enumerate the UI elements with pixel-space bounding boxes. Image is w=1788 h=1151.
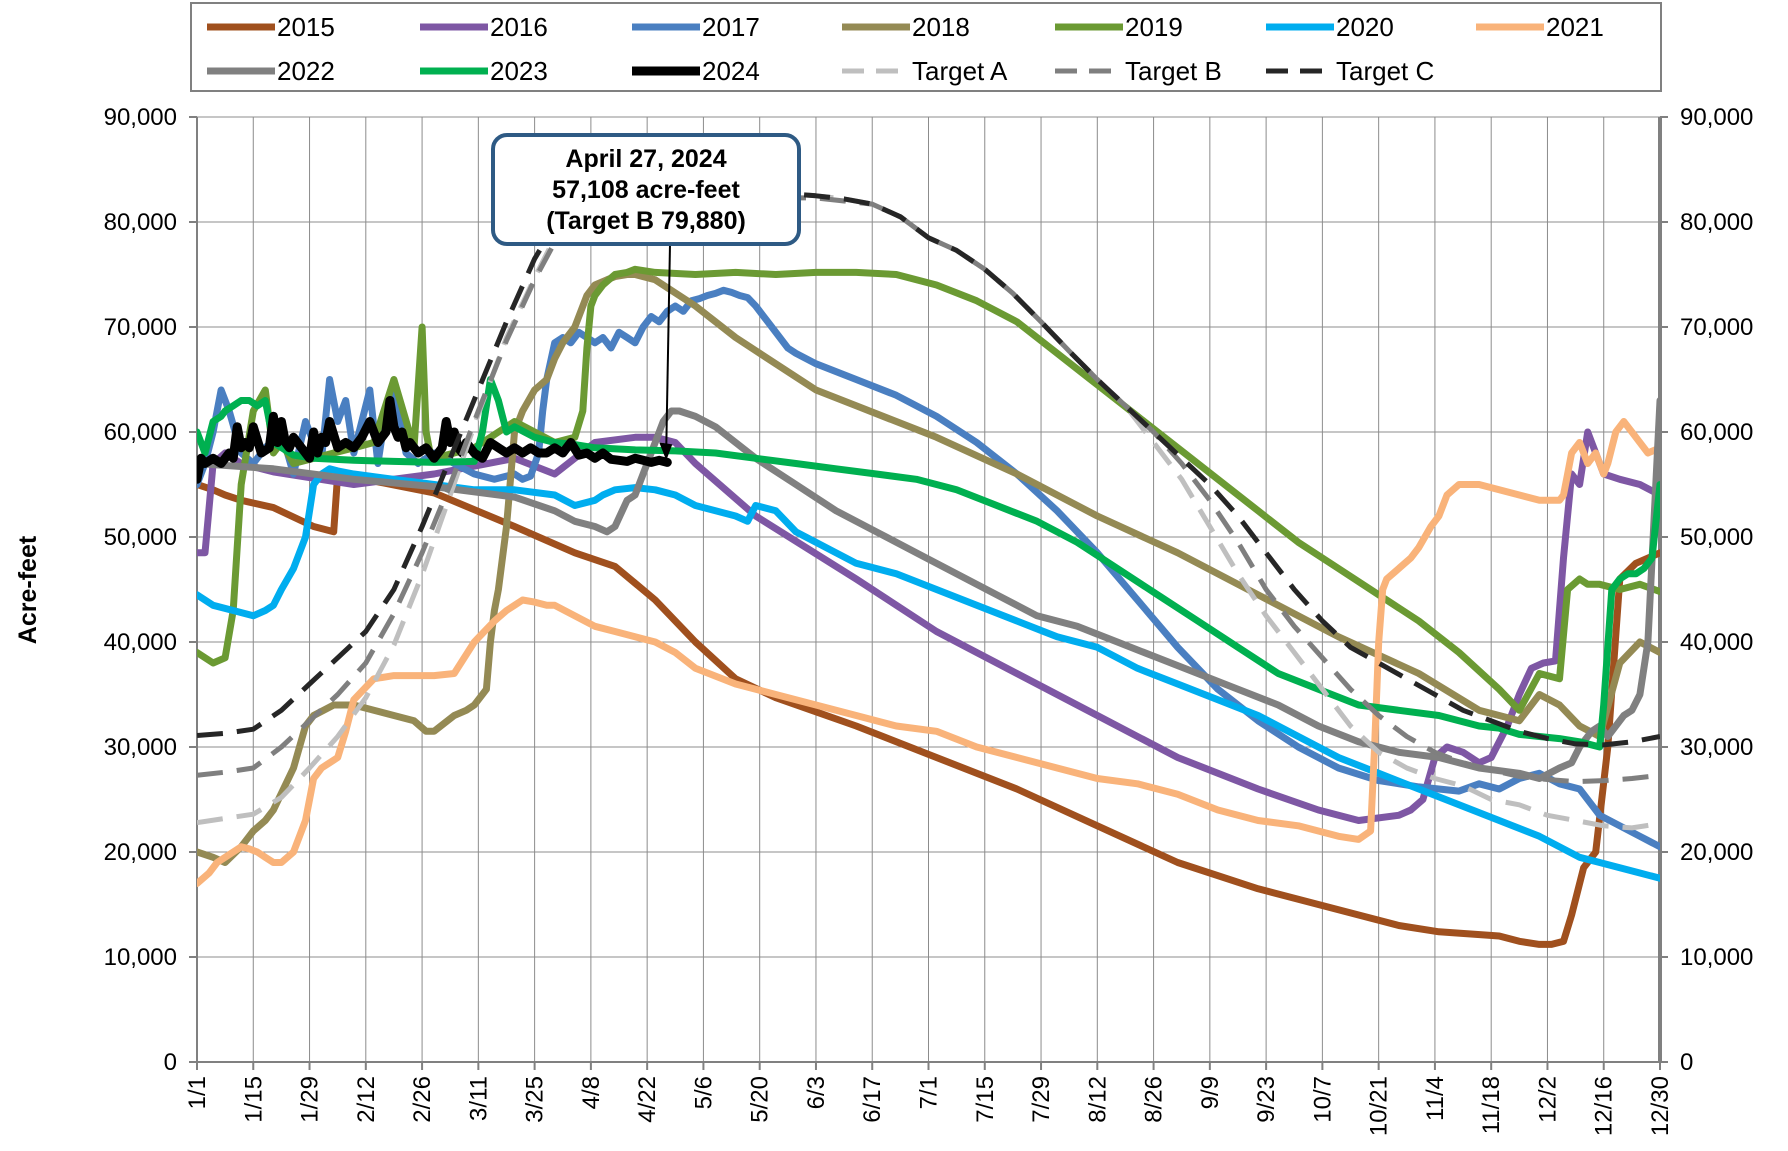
y-tick-label-right: 80,000 — [1680, 209, 1753, 236]
legend-label: Target B — [1125, 56, 1222, 86]
callout-line: (Target B 79,880) — [546, 207, 746, 235]
x-tick-label: 12/16 — [1591, 1076, 1618, 1136]
x-tick-label: 7/15 — [972, 1076, 999, 1123]
y-tick-label-right: 0 — [1680, 1049, 1693, 1076]
y-tick-label-right: 30,000 — [1680, 734, 1753, 761]
series-line-2015 — [197, 470, 1660, 948]
x-tick-label: 8/12 — [1084, 1076, 1111, 1123]
series-line-2020 — [197, 465, 1660, 882]
legend-box — [190, 2, 1662, 92]
x-tick-label: 10/7 — [1309, 1076, 1336, 1123]
legend-label: Target C — [1336, 56, 1434, 86]
y-tick-label-right: 60,000 — [1680, 419, 1753, 446]
legend-label: 2022 — [277, 56, 335, 86]
legend-label: 2019 — [1125, 12, 1183, 42]
x-tick-label: 6/17 — [859, 1076, 886, 1123]
y-tick-label-left: 90,000 — [104, 104, 177, 131]
x-tick-label: 3/11 — [465, 1076, 492, 1121]
x-tick-label: 3/25 — [522, 1076, 549, 1123]
series-line-2021 — [197, 418, 1660, 887]
callout-box — [491, 133, 801, 246]
x-tick-label: 12/30 — [1647, 1076, 1674, 1136]
x-tick-label: 4/22 — [634, 1076, 661, 1123]
series-line-2019 — [197, 265, 1660, 714]
x-tick-label: 9/9 — [1197, 1076, 1224, 1109]
series-line-2018 — [197, 271, 1660, 866]
y-tick-label-left: 60,000 — [104, 419, 177, 446]
y-tick-label-left: 80,000 — [104, 209, 177, 236]
series-clip-group — [197, 177, 1660, 948]
x-tick-label: 7/29 — [1028, 1076, 1055, 1123]
x-tick-label: 5/20 — [747, 1076, 774, 1123]
callout-arrow-line — [665, 243, 671, 449]
x-tick-label: 1/1 — [184, 1076, 211, 1109]
y-tick-label-left: 30,000 — [104, 734, 177, 761]
series-layer — [197, 177, 1660, 948]
y-tick-label-right: 40,000 — [1680, 629, 1753, 656]
legend-label: 2021 — [1546, 12, 1604, 42]
legend: 2015 2016 2017 2018 2019 2020 2021 2022 2023 2024… — [190, 2, 1662, 92]
x-tick-label: 12/2 — [1534, 1076, 1561, 1123]
y-tick-label-right: 10,000 — [1680, 944, 1753, 971]
axes — [189, 116, 1668, 1070]
legend-label: 2016 — [490, 12, 548, 42]
x-tick-label: 9/23 — [1253, 1076, 1280, 1123]
legend-label: 2024 — [702, 56, 760, 86]
y-tick-label-right: 70,000 — [1680, 314, 1753, 341]
series-line-target-b — [197, 195, 1660, 785]
x-tick-label: 11/4 — [1422, 1076, 1449, 1121]
x-tick-label: 6/3 — [803, 1076, 830, 1109]
x-tick-label: 5/6 — [690, 1076, 717, 1109]
x-tick-label: 8/26 — [1141, 1076, 1168, 1123]
legend-label: 2017 — [702, 12, 760, 42]
annotation-callout: April 27, 2024 57,108 acre-feet (Target B … — [491, 133, 801, 461]
x-tick-label: 10/21 — [1366, 1076, 1393, 1136]
legend-label: Target A — [912, 56, 1008, 86]
callout-line: April 27, 2024 — [565, 145, 726, 173]
y-axis-title: Acre-feet — [14, 535, 42, 644]
y-tick-label-left: 70,000 — [104, 314, 177, 341]
y-tick-label-right: 50,000 — [1680, 524, 1753, 551]
series-line-target-c — [197, 182, 1660, 748]
x-tick-label: 4/8 — [578, 1076, 605, 1109]
y-tick-label-left: 20,000 — [104, 839, 177, 866]
x-tick-label: 11/18 — [1478, 1076, 1505, 1134]
legend-label: 2015 — [277, 12, 335, 42]
y-tick-label-right: 20,000 — [1680, 839, 1753, 866]
y-tick-label-left: 10,000 — [104, 944, 177, 971]
callout-arrow-head — [659, 442, 673, 461]
x-tick-label: 1/15 — [240, 1076, 267, 1123]
callout-line: 57,108 acre-feet — [552, 176, 740, 204]
legend-label: 2023 — [490, 56, 548, 86]
x-tick-label: 2/12 — [353, 1076, 380, 1123]
y-tick-label-left: 40,000 — [104, 629, 177, 656]
series-line-2016 — [197, 428, 1660, 824]
tick-labels: 0 0 10,000 10,000 20,000 20,000 30,000 30,000 40… — [104, 104, 1754, 1136]
y-tick-label-right: 90,000 — [1680, 104, 1753, 131]
x-tick-label: 2/26 — [409, 1076, 436, 1123]
x-tick-label: 7/1 — [916, 1076, 943, 1109]
y-tick-label-left: 50,000 — [104, 524, 177, 551]
y-tick-label-left: 0 — [164, 1049, 177, 1076]
legend-label: 2020 — [1336, 12, 1394, 42]
x-tick-label: 1/29 — [297, 1076, 324, 1123]
legend-label: 2018 — [912, 12, 970, 42]
series-line-2024 — [197, 396, 672, 484]
